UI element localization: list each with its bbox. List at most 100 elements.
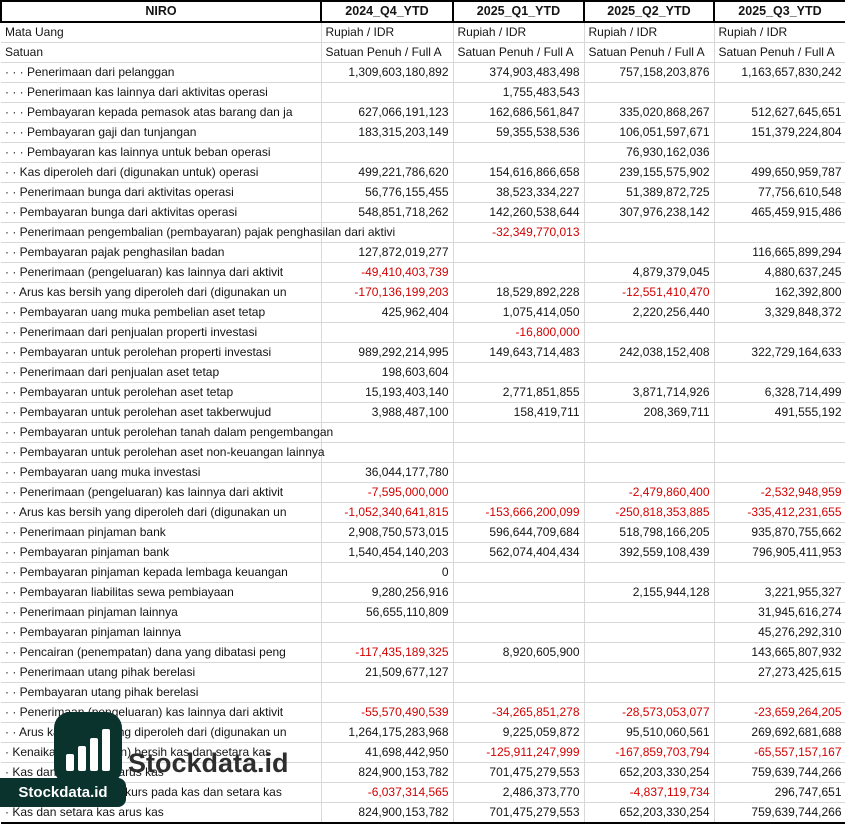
row-label-cell[interactable]: · · Pembayaran liabilitas sewa pembiayaa… — [1, 582, 322, 603]
value-cell[interactable]: 6,328,714,499 — [714, 382, 845, 403]
row-label-cell[interactable]: · · · Penerimaan dari pelanggan — [1, 62, 322, 83]
value-cell[interactable]: 491,555,192 — [714, 402, 845, 423]
value-cell[interactable] — [584, 242, 715, 263]
value-cell[interactable]: 142,260,538,644 — [453, 202, 585, 223]
row-label-cell[interactable]: · · Penerimaan bunga dari aktivitas oper… — [1, 182, 322, 203]
value-cell[interactable]: 8,920,605,900 — [453, 642, 585, 663]
value-cell[interactable]: 162,392,800 — [714, 282, 845, 303]
value-cell[interactable] — [453, 142, 585, 163]
value-cell[interactable]: -170,136,199,203 — [321, 282, 454, 303]
row-label-cell[interactable]: · · Arus kas bersih yang diperoleh dari … — [1, 502, 322, 523]
value-cell[interactable]: 38,523,334,227 — [453, 182, 585, 203]
value-cell[interactable]: 824,900,153,782 — [321, 762, 454, 783]
value-cell[interactable]: 158,419,711 — [453, 402, 585, 423]
value-cell[interactable]: 3,329,848,372 — [714, 302, 845, 323]
row-label-cell[interactable]: · · Kas diperoleh dari (digunakan untuk)… — [1, 162, 322, 183]
row-label-cell[interactable]: · · Penerimaan pinjaman bank — [1, 522, 322, 543]
value-cell[interactable] — [584, 82, 715, 103]
meta-value-cell[interactable]: Rupiah / IDR — [453, 22, 585, 43]
value-cell[interactable]: 198,603,604 — [321, 362, 454, 383]
value-cell[interactable]: 3,871,714,926 — [584, 382, 715, 403]
value-cell[interactable]: -12,551,410,470 — [584, 282, 715, 303]
value-cell[interactable] — [453, 262, 585, 283]
value-cell[interactable] — [714, 82, 845, 103]
value-cell[interactable]: 239,155,575,902 — [584, 162, 715, 183]
value-cell[interactable]: 18,529,892,228 — [453, 282, 585, 303]
meta-value-cell[interactable]: Satuan Penuh / Full A — [714, 42, 845, 63]
value-cell[interactable]: -32,349,770,013 — [453, 222, 585, 243]
value-cell[interactable] — [584, 622, 715, 643]
row-label-cell[interactable]: · · · Penerimaan kas lainnya dari aktivi… — [1, 82, 322, 103]
value-cell[interactable]: -2,479,860,400 — [584, 482, 715, 503]
value-cell[interactable] — [584, 562, 715, 583]
value-cell[interactable]: 1,755,483,543 — [453, 82, 585, 103]
row-label-cell[interactable]: · · Pembayaran pajak penghasilan badan — [1, 242, 322, 263]
value-cell[interactable]: 759,639,744,266 — [714, 762, 845, 783]
value-cell[interactable]: 757,158,203,876 — [584, 62, 715, 83]
value-cell[interactable] — [584, 462, 715, 483]
value-cell[interactable]: -167,859,703,794 — [584, 742, 715, 763]
meta-label-cell[interactable]: Mata Uang — [1, 22, 322, 43]
value-cell[interactable]: 935,870,755,662 — [714, 522, 845, 543]
value-cell[interactable]: 2,486,373,770 — [453, 782, 585, 803]
value-cell[interactable]: -250,818,353,885 — [584, 502, 715, 523]
value-cell[interactable]: 27,273,425,615 — [714, 662, 845, 683]
row-label-cell[interactable]: · · · Pembayaran kepada pemasok atas bar… — [1, 102, 322, 123]
value-cell[interactable]: 499,221,786,620 — [321, 162, 454, 183]
value-cell[interactable] — [321, 142, 454, 163]
value-cell[interactable] — [453, 602, 585, 623]
value-cell[interactable]: 56,655,110,809 — [321, 602, 454, 623]
row-label-cell[interactable]: · · Penerimaan dari penjualan properti i… — [1, 322, 322, 343]
value-cell[interactable] — [584, 642, 715, 663]
value-cell[interactable]: 41,698,442,950 — [321, 742, 454, 763]
value-cell[interactable] — [584, 682, 715, 703]
row-label-cell[interactable]: · · Pembayaran bunga dari aktivitas oper… — [1, 202, 322, 223]
value-cell[interactable] — [321, 682, 454, 703]
value-cell[interactable] — [321, 82, 454, 103]
value-cell[interactable]: 1,540,454,140,203 — [321, 542, 454, 563]
value-cell[interactable]: 374,903,483,498 — [453, 62, 585, 83]
meta-value-cell[interactable]: Rupiah / IDR — [584, 22, 715, 43]
value-cell[interactable]: 4,879,379,045 — [584, 262, 715, 283]
value-cell[interactable]: 95,510,060,561 — [584, 722, 715, 743]
value-cell[interactable]: 2,908,750,573,015 — [321, 522, 454, 543]
value-cell[interactable] — [453, 562, 585, 583]
value-cell[interactable]: 548,851,718,262 — [321, 202, 454, 223]
value-cell[interactable]: 322,729,164,633 — [714, 342, 845, 363]
value-cell[interactable]: 759,639,744,266 — [714, 802, 845, 824]
value-cell[interactable]: 335,020,868,267 — [584, 102, 715, 123]
meta-value-cell[interactable]: Satuan Penuh / Full A — [321, 42, 454, 63]
row-label-cell[interactable]: · · Penerimaan (pengeluaran) kas lainnya… — [1, 482, 322, 503]
value-cell[interactable]: -55,570,490,539 — [321, 702, 454, 723]
row-label-cell[interactable]: · · Penerimaan utang pihak berelasi — [1, 662, 322, 683]
value-cell[interactable]: 392,559,108,439 — [584, 542, 715, 563]
value-cell[interactable]: 56,776,155,455 — [321, 182, 454, 203]
header-period-cell[interactable]: 2025_Q3_YTD — [713, 0, 845, 23]
value-cell[interactable]: 627,066,191,123 — [321, 102, 454, 123]
value-cell[interactable]: 652,203,330,254 — [584, 802, 715, 824]
value-cell[interactable]: 1,075,414,050 — [453, 302, 585, 323]
value-cell[interactable]: 15,193,403,140 — [321, 382, 454, 403]
value-cell[interactable]: 652,203,330,254 — [584, 762, 715, 783]
value-cell[interactable]: 59,355,538,536 — [453, 122, 585, 143]
value-cell[interactable] — [584, 222, 715, 243]
value-cell[interactable]: -2,532,948,959 — [714, 482, 845, 503]
value-cell[interactable]: 2,155,944,128 — [584, 582, 715, 603]
value-cell[interactable]: -7,595,000,000 — [321, 482, 454, 503]
row-label-cell[interactable]: · · Pembayaran untuk perolehan aset non-… — [1, 442, 325, 463]
value-cell[interactable]: 518,798,166,205 — [584, 522, 715, 543]
value-cell[interactable]: 76,930,162,036 — [584, 142, 715, 163]
value-cell[interactable] — [453, 682, 585, 703]
value-cell[interactable] — [321, 222, 454, 243]
value-cell[interactable]: -6,037,314,565 — [321, 782, 454, 803]
value-cell[interactable]: 151,379,224,804 — [714, 122, 845, 143]
value-cell[interactable]: 512,627,645,651 — [714, 102, 845, 123]
row-label-cell[interactable]: · · Pembayaran pinjaman lainnya — [1, 622, 322, 643]
value-cell[interactable]: 242,038,152,408 — [584, 342, 715, 363]
row-label-cell[interactable]: · · · Pembayaran gaji dan tunjangan — [1, 122, 322, 143]
value-cell[interactable]: -16,800,000 — [453, 322, 585, 343]
value-cell[interactable]: 425,962,404 — [321, 302, 454, 323]
value-cell[interactable]: 162,686,561,847 — [453, 102, 585, 123]
value-cell[interactable]: 51,389,872,725 — [584, 182, 715, 203]
row-label-cell[interactable]: · · Pembayaran uang muka investasi — [1, 462, 322, 483]
